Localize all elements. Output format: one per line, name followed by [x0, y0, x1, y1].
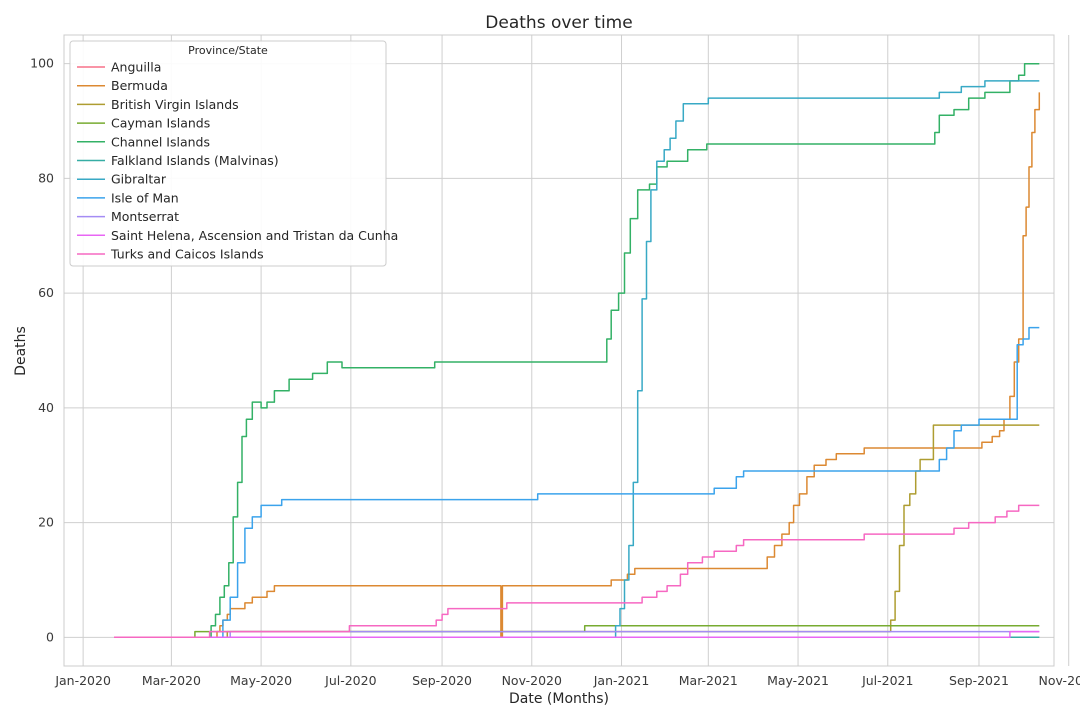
legend-entry: Anguilla	[111, 60, 161, 75]
x-tick-label: Jul-2020	[324, 673, 376, 688]
y-axis-label: Deaths	[13, 326, 29, 376]
series-line-10	[114, 504, 1040, 639]
legend-entry: Isle of Man	[111, 190, 179, 205]
x-tick-label: Jan-2021	[593, 673, 650, 688]
x-tick-label: Nov-2020	[502, 673, 562, 688]
y-axis-ticks: 0 20 40 60 80 100	[30, 56, 54, 645]
legend-entry: Saint Helena, Ascension and Tristan da C…	[111, 228, 398, 243]
legend-entry: Cayman Islands	[111, 116, 210, 131]
series-line-1	[114, 92, 1041, 639]
x-tick-label: May-2020	[230, 673, 292, 688]
x-tick-label: Mar-2021	[679, 673, 738, 688]
legend-entry: British Virgin Islands	[111, 97, 239, 112]
series-line-8	[114, 630, 1040, 639]
chart-title: Deaths over time	[485, 13, 632, 33]
series-line-2	[114, 424, 1040, 639]
legend-entry: Turks and Caicos Islands	[110, 247, 264, 262]
y-tick-label: 100	[30, 56, 54, 71]
y-tick-label: 60	[38, 285, 54, 300]
x-axis-label: Date (Months)	[509, 691, 609, 707]
y-tick-label: 80	[38, 170, 54, 185]
x-tick-label: Nov-2021	[1039, 673, 1080, 688]
legend-title: Province/State	[188, 44, 268, 57]
legend-box	[69, 40, 387, 267]
legend-entry: Bermuda	[111, 78, 168, 93]
series-line-4	[114, 62, 1040, 639]
y-tick-label: 40	[38, 400, 54, 415]
x-tick-label: Sep-2020	[412, 673, 472, 688]
x-tick-label: Jul-2021	[861, 673, 913, 688]
legend-entry: Montserrat	[111, 209, 179, 224]
legend-entry: Falkland Islands (Malvinas)	[111, 153, 279, 168]
y-tick-label: 0	[46, 629, 54, 644]
legend-entry: Gibraltar	[111, 172, 167, 187]
series-line-6	[114, 80, 1040, 639]
legend-entry: Channel Islands	[111, 134, 210, 149]
x-tick-label: Mar-2020	[142, 673, 201, 688]
x-tick-label: May-2021	[767, 673, 829, 688]
series-line-9	[114, 630, 1040, 639]
x-axis-ticks: Jan-2020 Mar-2020 May-2020 Jul-2020 Sep-2020…	[54, 673, 1080, 688]
plot-frame	[63, 34, 1055, 667]
legend: Province/State Anguilla Bermuda British Vi…	[69, 40, 398, 267]
x-tick-label: Jan-2020	[54, 673, 111, 688]
x-tick-label: Sep-2021	[949, 673, 1009, 688]
series-lines	[114, 62, 1041, 639]
series-line-7	[114, 326, 1040, 639]
y-tick-label: 20	[38, 515, 54, 530]
